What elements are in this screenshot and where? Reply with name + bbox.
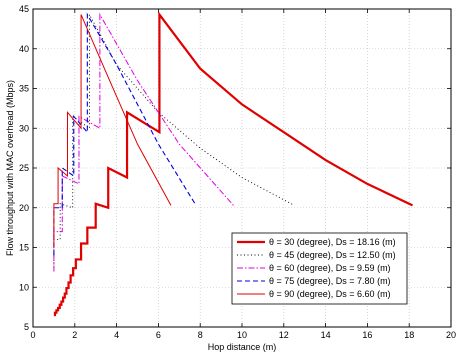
y-tick-label: 35 — [19, 84, 29, 94]
y-axis-label: Flow throughput with MAC overhead (Mbps) — [5, 80, 15, 256]
y-tick-label: 45 — [19, 4, 29, 14]
legend-label-2: θ = 45 (degree), Ds = 12.50 (m) — [269, 250, 396, 260]
y-tick-label: 5 — [24, 322, 29, 332]
series-line-3 — [53, 12, 234, 272]
plot-frame — [32, 8, 452, 328]
x-tick-label: 14 — [321, 330, 331, 340]
x-tick-label: 12 — [279, 330, 289, 340]
legend-label-1: θ = 30 (degree), Ds = 18.16 (m) — [269, 237, 396, 247]
y-tick-label: 25 — [19, 163, 29, 173]
y-tick-label: 30 — [19, 123, 29, 133]
series-line-1 — [53, 11, 414, 317]
x-tick-label: 6 — [156, 330, 161, 340]
x-tick-label: 2 — [72, 330, 77, 340]
x-tick-label: 8 — [198, 330, 203, 340]
x-tick-label: 16 — [362, 330, 372, 340]
legend: θ = 30 (degree), Ds = 18.16 (m) θ = 45 (d… — [231, 232, 408, 305]
series-layer — [53, 11, 414, 317]
y-tick-label: 20 — [19, 203, 29, 213]
series-line-5 — [53, 14, 172, 248]
x-tick-label: 4 — [114, 330, 119, 340]
y-tick-label: 10 — [19, 282, 29, 292]
y-tick-label: 40 — [19, 44, 29, 54]
legend-label-5: θ = 90 (degree), Ds = 6.60 (m) — [269, 289, 391, 299]
x-tick-label: 18 — [404, 330, 414, 340]
x-tick-label: 10 — [237, 330, 247, 340]
legend-label-3: θ = 60 (degree), Ds = 9.59 (m) — [269, 263, 391, 273]
series-line-4 — [53, 12, 197, 256]
legend-label-4: θ = 75 (degree), Ds = 7.80 (m) — [269, 276, 391, 286]
x-ticks: 0 2 4 6 8 10 12 14 16 18 20 — [30, 9, 456, 340]
x-tick-label: 20 — [446, 330, 456, 340]
y-tick-label: 15 — [19, 243, 29, 253]
x-tick-label: 0 — [30, 330, 35, 340]
x-axis-label: Hop distance (m) — [208, 342, 277, 352]
